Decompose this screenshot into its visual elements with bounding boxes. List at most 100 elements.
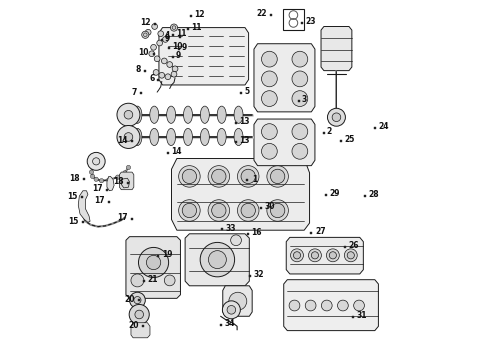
Circle shape bbox=[179, 166, 200, 187]
Circle shape bbox=[89, 170, 94, 174]
Circle shape bbox=[153, 69, 159, 75]
Ellipse shape bbox=[234, 129, 243, 145]
Text: 31: 31 bbox=[356, 311, 367, 320]
Text: 21: 21 bbox=[147, 275, 158, 284]
Circle shape bbox=[171, 24, 177, 31]
Polygon shape bbox=[131, 323, 150, 338]
Circle shape bbox=[93, 158, 100, 165]
Text: 26: 26 bbox=[348, 242, 359, 251]
Circle shape bbox=[229, 292, 247, 310]
Polygon shape bbox=[286, 237, 364, 274]
Polygon shape bbox=[284, 280, 378, 330]
Text: 34: 34 bbox=[224, 319, 235, 328]
Circle shape bbox=[117, 126, 140, 148]
Text: 28: 28 bbox=[368, 190, 379, 199]
Circle shape bbox=[164, 275, 175, 286]
Polygon shape bbox=[126, 237, 180, 298]
Circle shape bbox=[231, 235, 242, 246]
Circle shape bbox=[332, 113, 341, 122]
Circle shape bbox=[161, 58, 167, 64]
Circle shape bbox=[311, 252, 318, 259]
Circle shape bbox=[129, 292, 146, 308]
Text: 1: 1 bbox=[252, 175, 257, 184]
Circle shape bbox=[163, 37, 168, 42]
Circle shape bbox=[241, 169, 255, 184]
Ellipse shape bbox=[133, 129, 142, 145]
Circle shape bbox=[154, 56, 160, 62]
Circle shape bbox=[91, 174, 95, 179]
Circle shape bbox=[212, 169, 226, 184]
Circle shape bbox=[241, 203, 255, 218]
Text: 19: 19 bbox=[162, 250, 172, 259]
Circle shape bbox=[292, 71, 308, 87]
Ellipse shape bbox=[200, 129, 209, 145]
Circle shape bbox=[165, 74, 171, 80]
Circle shape bbox=[182, 169, 196, 184]
Circle shape bbox=[172, 66, 178, 72]
Circle shape bbox=[327, 108, 345, 126]
Circle shape bbox=[262, 51, 277, 67]
Circle shape bbox=[208, 166, 230, 187]
Text: 23: 23 bbox=[305, 17, 316, 26]
Circle shape bbox=[347, 252, 354, 259]
Circle shape bbox=[208, 251, 226, 269]
Circle shape bbox=[131, 274, 144, 287]
Circle shape bbox=[270, 203, 285, 218]
Polygon shape bbox=[78, 191, 90, 222]
Circle shape bbox=[167, 62, 172, 67]
Circle shape bbox=[124, 111, 133, 119]
Ellipse shape bbox=[167, 106, 175, 123]
Ellipse shape bbox=[217, 106, 226, 123]
Circle shape bbox=[139, 247, 169, 278]
Text: 5: 5 bbox=[245, 87, 249, 96]
Circle shape bbox=[338, 300, 348, 311]
Text: 7: 7 bbox=[131, 87, 137, 96]
Polygon shape bbox=[122, 178, 129, 188]
Text: 2: 2 bbox=[327, 127, 332, 136]
Circle shape bbox=[262, 71, 277, 87]
Text: 17: 17 bbox=[94, 196, 104, 205]
Circle shape bbox=[171, 71, 177, 77]
Text: 14: 14 bbox=[117, 136, 128, 145]
Circle shape bbox=[212, 203, 226, 218]
Text: 20: 20 bbox=[124, 294, 135, 303]
Polygon shape bbox=[185, 234, 249, 286]
Text: 13: 13 bbox=[240, 136, 250, 145]
Text: 15: 15 bbox=[68, 217, 78, 226]
Circle shape bbox=[122, 171, 127, 175]
Ellipse shape bbox=[183, 129, 193, 145]
Text: 17: 17 bbox=[92, 184, 102, 193]
Text: 9: 9 bbox=[181, 43, 186, 52]
Text: 8: 8 bbox=[136, 65, 141, 74]
Text: 15: 15 bbox=[67, 192, 77, 201]
Bar bbox=[283, 9, 304, 30]
Text: 18: 18 bbox=[114, 177, 124, 186]
Polygon shape bbox=[120, 172, 134, 190]
Text: 30: 30 bbox=[265, 202, 275, 211]
Ellipse shape bbox=[183, 106, 193, 123]
Circle shape bbox=[158, 31, 164, 37]
Circle shape bbox=[134, 297, 141, 304]
Circle shape bbox=[344, 249, 357, 262]
Circle shape bbox=[262, 143, 277, 159]
Circle shape bbox=[179, 200, 200, 221]
Circle shape bbox=[182, 203, 196, 218]
Circle shape bbox=[151, 44, 156, 50]
Circle shape bbox=[147, 255, 161, 270]
Circle shape bbox=[93, 159, 97, 163]
Circle shape bbox=[152, 24, 157, 30]
Text: 22: 22 bbox=[256, 9, 267, 18]
Circle shape bbox=[292, 91, 308, 107]
Text: 11: 11 bbox=[176, 29, 187, 38]
Circle shape bbox=[107, 178, 111, 182]
Circle shape bbox=[238, 166, 259, 187]
Ellipse shape bbox=[234, 106, 243, 123]
Text: 16: 16 bbox=[251, 228, 261, 237]
Text: 14: 14 bbox=[171, 147, 181, 156]
Circle shape bbox=[292, 143, 308, 159]
Circle shape bbox=[99, 179, 104, 183]
Circle shape bbox=[149, 51, 155, 57]
Text: 12: 12 bbox=[194, 10, 205, 19]
Circle shape bbox=[262, 91, 277, 107]
Circle shape bbox=[292, 124, 308, 139]
